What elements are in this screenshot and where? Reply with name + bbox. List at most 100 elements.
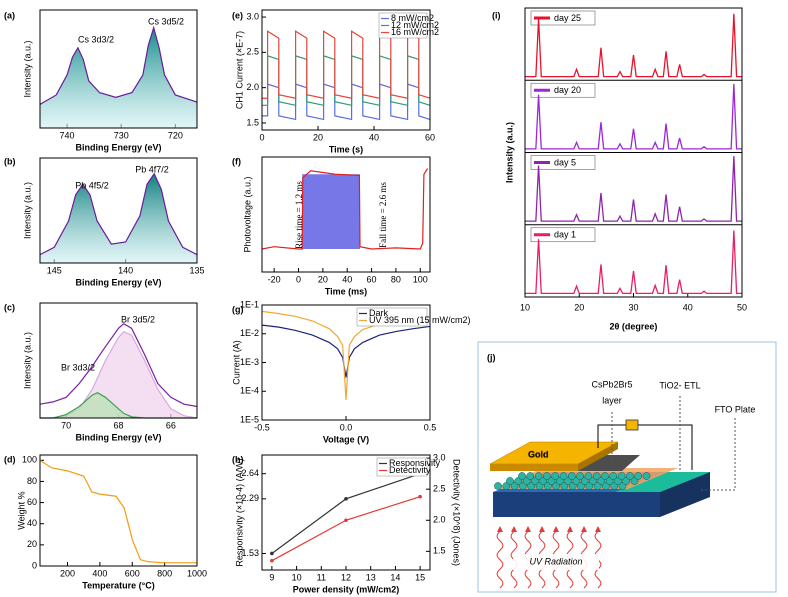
x-tick-label: 20 (318, 274, 328, 284)
x-tick-label: 20 (313, 132, 323, 142)
annotation: Pb 4f5/2 (75, 180, 109, 190)
x-tick-label: 9 (269, 572, 274, 582)
y-axis-label: Intensity (a.u.) (22, 182, 32, 239)
plot-frame (261, 304, 431, 421)
sphere (592, 472, 601, 480)
x-tick-label: 600 (125, 568, 140, 578)
sphere (551, 472, 560, 480)
y-tick-label: 3.0 (246, 11, 259, 21)
point (270, 558, 274, 563)
diagram-frame (477, 341, 777, 593)
y-tick-label: 1E-1 (240, 299, 259, 309)
line (262, 83, 431, 121)
y-tick-label: 100 (22, 455, 37, 465)
fto-label: FTO Plate (715, 404, 756, 414)
y-tick-label: 2.0 (246, 82, 259, 92)
y-tick-label: 20 (27, 539, 37, 549)
x-tick-label: 70 (61, 420, 71, 430)
y2-axis-label: Detectivity (×10^8) (Jones) (452, 459, 462, 566)
y-tick-label: 1E-3 (240, 357, 259, 367)
x-tick-label: 40 (369, 132, 379, 142)
x-tick-label: 80 (391, 274, 401, 284)
y-axis-label: Intensity (a.u.) (22, 332, 32, 389)
y-tick-label: 1E-2 (240, 328, 259, 338)
circuit-wire (597, 424, 693, 470)
plot-frame (261, 454, 431, 571)
line (39, 172, 198, 256)
y-tick-label: 2.64 (241, 468, 259, 478)
annotation: Cs 3d5/2 (148, 16, 184, 26)
legend-box (530, 155, 596, 170)
x-tick-label: 13 (366, 572, 376, 582)
x-tick-label: 60 (367, 274, 377, 284)
fto-side (660, 472, 710, 517)
legend-label: Detectivity (389, 465, 431, 475)
x-tick-label: 40 (683, 302, 693, 312)
y-tick-label: 1.53 (241, 548, 259, 558)
y-tick-label: 3.0 (433, 452, 446, 462)
load (625, 419, 639, 431)
y-axis-label: Intensity (a.u.) (22, 40, 32, 97)
sphere (642, 472, 651, 480)
x-axis-label: Binding Energy (eV) (75, 277, 161, 287)
legend-box (530, 82, 596, 98)
y-tick-label: 1.5 (246, 117, 259, 127)
panel-label: (f) (232, 156, 241, 166)
annotation: Pb 4f7/2 (135, 164, 169, 174)
x-tick-label: 145 (47, 265, 62, 275)
panel-label: (b) (4, 156, 16, 166)
panel-label: (i) (492, 10, 501, 20)
sphere (526, 472, 535, 480)
x-tick-label: 14 (390, 572, 400, 582)
sphere (617, 472, 626, 480)
legend-label: 16 mW/cm2 (391, 27, 439, 37)
x-tick-label: 100 (413, 274, 428, 284)
uv-arrowhead (539, 526, 545, 532)
uv-arrowhead (497, 526, 503, 532)
legend-box (530, 227, 596, 243)
y-tick-label: 1E-4 (240, 386, 259, 396)
legend-label: 8 mW/cm2 (391, 13, 434, 23)
plot-frame (39, 157, 198, 264)
y-axis-label: Responsivity (×10-4) (A/W) (234, 458, 244, 566)
uv-arrowhead (581, 526, 587, 532)
etl-label: TiO2- ETL (659, 380, 700, 390)
x-tick-label: 60 (425, 132, 435, 142)
annotation: Cs 3d3/2 (78, 34, 114, 44)
x-axis-label: Voltage (V) (323, 434, 369, 444)
point (344, 518, 348, 523)
x-tick-label: 15 (415, 572, 425, 582)
area (40, 173, 197, 263)
y-tick-label: 0 (32, 560, 37, 570)
panel-label: (a) (4, 10, 15, 20)
plot-frame (524, 7, 743, 298)
panel-label: (h) (232, 454, 244, 464)
x-tick-label: 730 (114, 130, 129, 140)
x-tick-label: 66 (166, 420, 176, 430)
x-tick-label: -20 (268, 274, 281, 284)
y-tick-label: 1E-5 (240, 414, 259, 424)
panel-label: (d) (4, 454, 16, 464)
line (262, 30, 431, 99)
plot-frame (39, 9, 198, 129)
sphere (494, 482, 502, 490)
annotation: Rise time = 1.2 ms (294, 181, 304, 249)
device-diagram: (j) Gold CsPb2Br5 layer TiO2- ETL FTO Pl… (477, 341, 777, 593)
point (418, 494, 422, 499)
plot-frame (261, 9, 431, 131)
x-tick-label: 740 (60, 130, 75, 140)
y-tick-label: 40 (27, 518, 37, 528)
y-tick-label: 60 (27, 497, 37, 507)
y-tick-label: 2.0 (433, 515, 446, 525)
x-tick-label: 0.0 (340, 422, 353, 432)
sphere (518, 472, 526, 480)
sphere (634, 472, 643, 480)
line (39, 25, 198, 105)
x-tick-label: 12 (341, 572, 351, 582)
x-tick-label: 50 (737, 302, 747, 312)
x-tick-label: 1000 (187, 568, 207, 578)
fto-front (493, 492, 660, 517)
line (525, 83, 742, 150)
x-tick-label: 10 (292, 572, 302, 582)
